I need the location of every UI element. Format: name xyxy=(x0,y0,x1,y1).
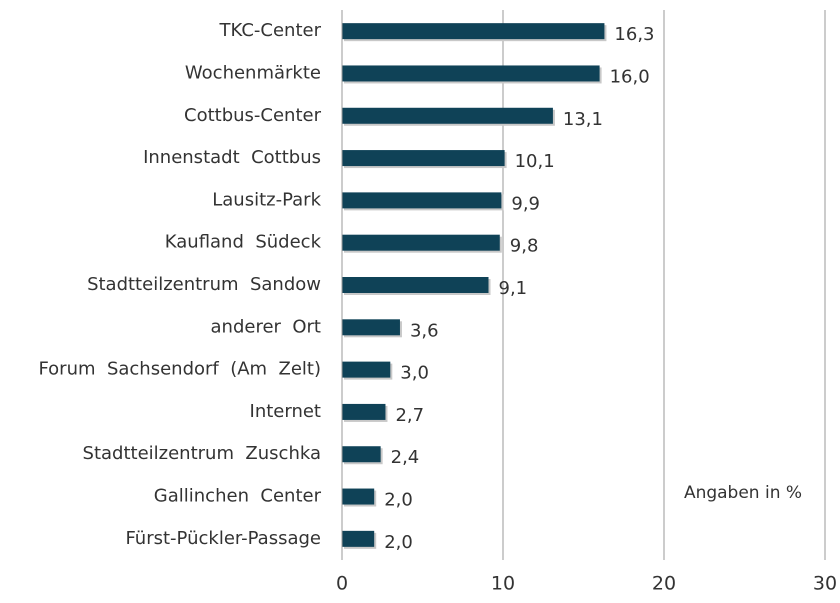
y-tick-label: Gallinchen Center xyxy=(154,486,322,507)
value-label: 2,0 xyxy=(384,532,413,553)
x-tick-label: 20 xyxy=(652,573,676,595)
y-tick-label: Internet xyxy=(250,401,321,422)
bar xyxy=(342,319,400,336)
x-tick-label: 30 xyxy=(813,573,837,595)
bar xyxy=(342,192,502,209)
bar xyxy=(342,65,600,82)
bar xyxy=(342,23,605,40)
y-tick-label: Lausitz-Park xyxy=(212,189,321,210)
bar xyxy=(342,107,553,124)
bar xyxy=(342,403,386,420)
bar xyxy=(342,446,381,463)
y-tick-label: Cottbus-Center xyxy=(184,105,322,126)
y-tick-label: Innenstadt Cottbus xyxy=(143,147,321,168)
bar xyxy=(342,277,489,293)
y-tick-label: TKC-Center xyxy=(219,20,322,41)
value-label: 16,0 xyxy=(610,66,650,87)
value-label: 3,6 xyxy=(410,320,439,341)
bar xyxy=(342,530,375,547)
y-tick-label: Kaufland Südeck xyxy=(165,232,322,253)
value-label: 2,4 xyxy=(391,447,420,468)
value-label: 16,3 xyxy=(614,24,654,45)
x-tick-label: 0 xyxy=(336,573,348,595)
annotation: Angaben in % xyxy=(684,483,802,503)
y-tick-label: Wochenmärkte xyxy=(185,62,321,83)
y-tick-label: Stadtteilzentrum Sandow xyxy=(87,274,321,295)
value-label: 9,8 xyxy=(510,236,539,257)
value-label: 13,1 xyxy=(563,109,603,130)
bar xyxy=(342,361,391,378)
bar xyxy=(342,150,505,167)
value-label: 2,0 xyxy=(384,490,413,511)
value-label: 10,1 xyxy=(515,151,555,172)
value-label: 9,9 xyxy=(511,193,540,214)
value-label: 2,7 xyxy=(395,405,424,426)
bar xyxy=(342,488,375,505)
y-tick-label: Forum Sachsendorf (Am Zelt) xyxy=(38,359,321,380)
y-tick-label: Stadtteilzentrum Zuschka xyxy=(83,443,321,464)
bar xyxy=(342,234,500,251)
y-tick-label: anderer Ort xyxy=(211,316,322,337)
value-label: 9,1 xyxy=(499,278,528,299)
x-tick-label: 10 xyxy=(491,573,515,595)
value-label: 3,0 xyxy=(400,363,429,384)
y-tick-label: Fürst-Pückler-Passage xyxy=(125,528,321,549)
